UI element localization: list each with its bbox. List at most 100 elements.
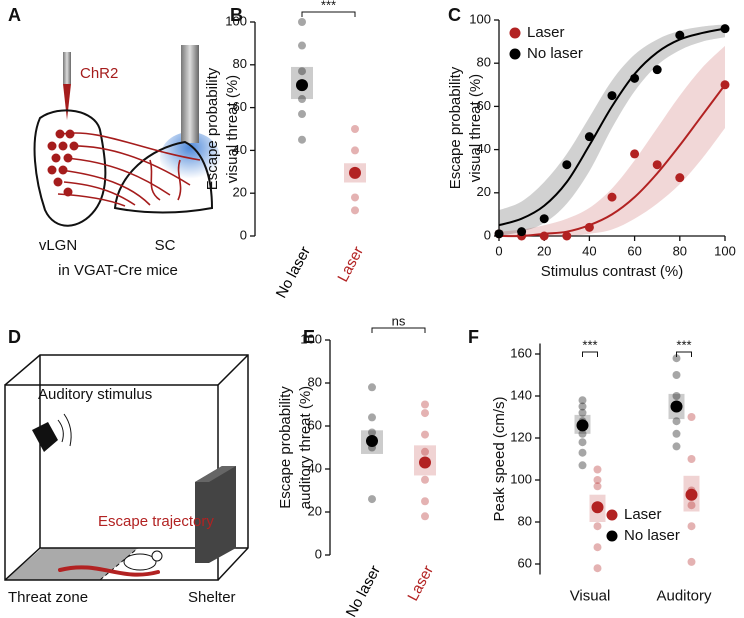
y-tick-label: 120 xyxy=(510,429,532,444)
optic-fiber xyxy=(181,45,199,143)
y-tick-label: 80 xyxy=(308,374,322,389)
diagram-d: D Auditory stimulus Escape trajectory Th… xyxy=(4,327,249,606)
y-tick-label: 80 xyxy=(518,513,532,528)
data-point xyxy=(578,461,587,470)
data-point xyxy=(672,371,681,379)
y-tick-label: 60 xyxy=(518,555,532,570)
pipette xyxy=(63,52,71,84)
zone-edge xyxy=(99,547,139,581)
data-point xyxy=(494,229,504,239)
y-tick-label: 160 xyxy=(510,345,532,360)
label: in VGAT-Cre mice xyxy=(58,262,178,279)
panel-label: C xyxy=(448,5,461,25)
fit-line xyxy=(498,27,726,227)
significance-bracket xyxy=(676,351,692,357)
data-point xyxy=(368,413,376,422)
label: vLGN xyxy=(39,237,77,254)
x-tick-label: Auditory xyxy=(656,587,712,604)
y-tick-label: 60 xyxy=(308,417,322,432)
data-point xyxy=(584,222,594,232)
data-point xyxy=(562,160,572,170)
x-tick-label: 100 xyxy=(714,243,736,258)
data-point xyxy=(298,135,306,144)
x-tick-label: 60 xyxy=(627,243,641,258)
y-tick-label: 140 xyxy=(510,387,532,402)
diagram-a: A ChR2 vLGN SC in VGAT-Cre mice xyxy=(8,5,220,279)
y-axis-label: Escape probability xyxy=(204,67,221,190)
confidence-band xyxy=(499,45,725,237)
data-point xyxy=(421,430,429,439)
x-tick-label: No laser xyxy=(273,244,314,301)
mouse-head xyxy=(151,550,163,562)
data-point xyxy=(672,354,681,363)
cell-bodies xyxy=(47,129,79,197)
y-tick-label: 0 xyxy=(315,546,322,561)
label: SC xyxy=(155,237,176,254)
x-tick-label: 40 xyxy=(582,243,596,258)
shelter-top xyxy=(195,466,236,482)
mean-point xyxy=(685,488,698,501)
y-axis-label: visual threat (%) xyxy=(467,74,484,182)
shelter xyxy=(195,466,236,563)
y-tick-label: 20 xyxy=(308,503,322,518)
data-point xyxy=(652,65,662,75)
pipette-tip xyxy=(63,84,71,120)
data-point xyxy=(421,409,429,418)
data-point xyxy=(687,501,696,510)
data-point xyxy=(593,465,602,474)
axons xyxy=(57,132,201,207)
data-point xyxy=(687,455,696,463)
sound-waves xyxy=(57,413,72,447)
y-tick-label: 0 xyxy=(484,227,491,242)
data-point xyxy=(578,448,587,457)
mean-point xyxy=(670,400,683,413)
data-point xyxy=(351,193,359,202)
legend-label: Laser xyxy=(624,506,662,523)
legend-marker xyxy=(606,530,618,542)
y-tick-label: 100 xyxy=(300,331,322,346)
data-point xyxy=(672,417,681,426)
fit-line xyxy=(498,84,726,238)
data-point xyxy=(539,231,549,241)
data-point xyxy=(720,24,730,34)
label: Threat zone xyxy=(8,589,88,606)
data-point xyxy=(675,30,685,40)
data-point xyxy=(593,476,602,484)
data-point xyxy=(672,429,681,438)
data-point xyxy=(351,206,359,215)
data-point xyxy=(578,438,587,447)
mean-point xyxy=(349,166,361,179)
y-tick-label: 60 xyxy=(233,99,247,114)
x-tick-label: 80 xyxy=(673,243,687,258)
data-point xyxy=(368,383,376,392)
data-point xyxy=(421,475,429,484)
data-point xyxy=(368,495,376,504)
significance-label: *** xyxy=(582,337,597,352)
legend-marker xyxy=(606,509,618,521)
vlgn-outline xyxy=(33,109,107,227)
data-point xyxy=(607,192,617,202)
mean-point xyxy=(576,419,589,432)
data-point xyxy=(298,95,306,104)
y-tick-label: 100 xyxy=(469,11,491,26)
data-point xyxy=(687,557,696,566)
data-point xyxy=(421,400,429,409)
data-point xyxy=(298,41,306,50)
data-point xyxy=(584,132,594,142)
data-point xyxy=(298,110,306,119)
significance-label: *** xyxy=(321,0,336,12)
threat-zone xyxy=(5,548,138,580)
y-axis-label: Escape probability xyxy=(447,66,464,189)
x-axis-label: Stimulus contrast (%) xyxy=(541,263,684,280)
data-point xyxy=(421,512,429,521)
data-point xyxy=(368,428,376,437)
data-point xyxy=(421,497,429,506)
y-tick-label: 100 xyxy=(225,13,247,28)
data-point xyxy=(298,67,306,76)
data-point xyxy=(720,80,730,90)
data-point xyxy=(675,173,685,183)
legend-marker xyxy=(509,48,521,60)
data-point xyxy=(687,413,696,421)
